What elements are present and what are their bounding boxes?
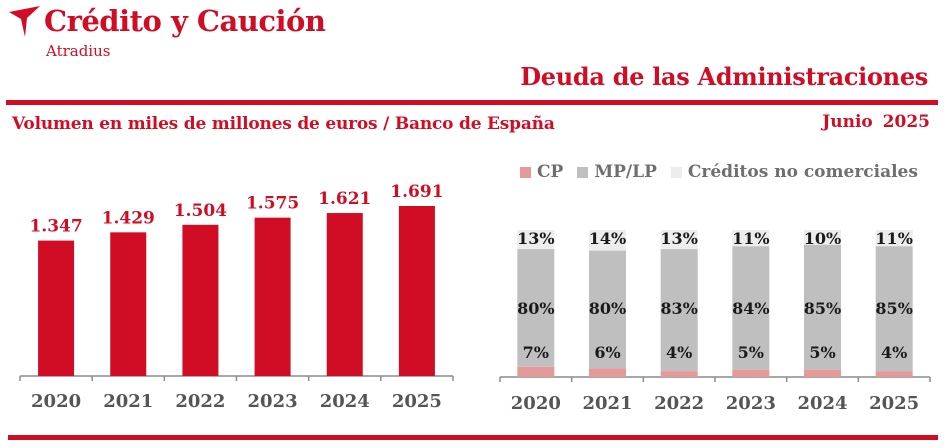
chart-subtitle: Volumen en miles de millones de euros / …	[12, 114, 555, 134]
segment-value-label-cp: 4%	[881, 343, 907, 362]
report-date: Junio 2025	[822, 112, 930, 132]
segment-value-label-mplp: 83%	[660, 299, 697, 318]
x-tick-label: 2025	[869, 393, 919, 414]
segment-other-2024	[804, 230, 841, 245]
bar-value-label: 1.621	[318, 189, 371, 209]
legend-item-cp: CP	[520, 162, 563, 182]
bar-volume-2024	[326, 213, 363, 376]
segment-cp-2022	[660, 371, 698, 377]
header-divider	[6, 100, 938, 105]
segment-value-label-cp: 7%	[523, 343, 549, 362]
legend-label-cp: CP	[537, 162, 564, 182]
legend: CP MP/LP Créditos no comerciales	[520, 162, 918, 182]
bar-value-label: 1.691	[390, 182, 443, 202]
segment-value-label-other: 10%	[804, 229, 841, 248]
segment-value-label-mplp: 85%	[804, 299, 841, 318]
legend-item-mplp: MP/LP	[577, 162, 657, 182]
segment-value-label-mplp: 80%	[517, 299, 554, 318]
x-tick-label: 2020	[511, 393, 561, 414]
segment-value-label-cp: 4%	[666, 343, 692, 362]
segment-value-label-other: 13%	[660, 229, 697, 248]
x-tick-label: 2022	[654, 393, 704, 414]
x-tick-label: 2021	[103, 391, 153, 412]
bar-value-label: 1.347	[29, 217, 82, 237]
segment-value-label-other: 14%	[589, 229, 626, 248]
legend-swatch-mplp	[577, 166, 589, 178]
bar-volume-2025	[398, 206, 435, 376]
bar-volume-2021	[110, 232, 147, 376]
legend-swatch-cp	[520, 166, 531, 178]
segment-mplp-2023	[732, 246, 770, 370]
segment-other-2023	[732, 230, 770, 247]
x-tick-label: 2023	[726, 393, 776, 414]
x-tick-label: 2025	[392, 391, 442, 412]
footer-divider	[8, 435, 938, 440]
segment-mplp-2024	[804, 244, 841, 370]
segment-mplp-2025	[875, 246, 913, 372]
segment-cp-2023	[732, 369, 770, 377]
x-tick-label: 2024	[320, 391, 370, 412]
segment-other-2020	[517, 230, 555, 250]
bar-value-label: 1.575	[246, 194, 299, 214]
page-title: Deuda de las Administraciones	[520, 62, 928, 91]
bar-volume-2022	[182, 224, 219, 376]
segment-mplp-2020	[517, 249, 555, 367]
segment-value-label-other: 11%	[875, 229, 912, 248]
segment-value-label-cp: 6%	[594, 343, 620, 362]
segment-cp-2024	[804, 369, 841, 377]
segment-value-label-mplp: 80%	[589, 299, 626, 318]
segment-value-label-mplp: 84%	[732, 299, 769, 318]
brand-subname: Atradius	[46, 42, 111, 60]
bar-value-label: 1.504	[174, 201, 227, 221]
segment-other-2021	[589, 230, 626, 251]
legend-item-other: Créditos no comerciales	[670, 162, 918, 182]
segment-value-label-cp: 5%	[809, 343, 835, 362]
segment-value-label-other: 11%	[732, 229, 769, 248]
segment-other-2025	[875, 230, 913, 247]
segment-value-label-mplp: 85%	[875, 299, 912, 318]
segment-cp-2020	[517, 366, 555, 377]
segment-value-label-cp: 5%	[738, 343, 764, 362]
brand-name: Crédito y Caución	[44, 4, 326, 38]
x-tick-label: 2021	[582, 393, 632, 414]
bar-value-label: 1.429	[102, 208, 155, 228]
x-tick-label: 2024	[797, 393, 847, 414]
legend-label-other: Créditos no comerciales	[687, 162, 918, 182]
segment-value-label-other: 13%	[517, 229, 554, 248]
bar-volume-2020	[38, 240, 75, 376]
segment-mplp-2022	[660, 249, 698, 372]
segment-cp-2021	[589, 368, 626, 377]
segment-other-2022	[660, 230, 698, 250]
legend-swatch-other	[670, 166, 682, 178]
x-tick-label: 2022	[175, 391, 225, 412]
bar-volume-2023	[254, 217, 291, 376]
x-tick-label: 2023	[248, 391, 298, 412]
x-tick-label: 2020	[31, 391, 81, 412]
legend-label-mplp: MP/LP	[594, 162, 657, 182]
brand-logo-icon	[6, 4, 44, 38]
segment-cp-2025	[875, 371, 913, 377]
segment-mplp-2021	[589, 250, 626, 369]
